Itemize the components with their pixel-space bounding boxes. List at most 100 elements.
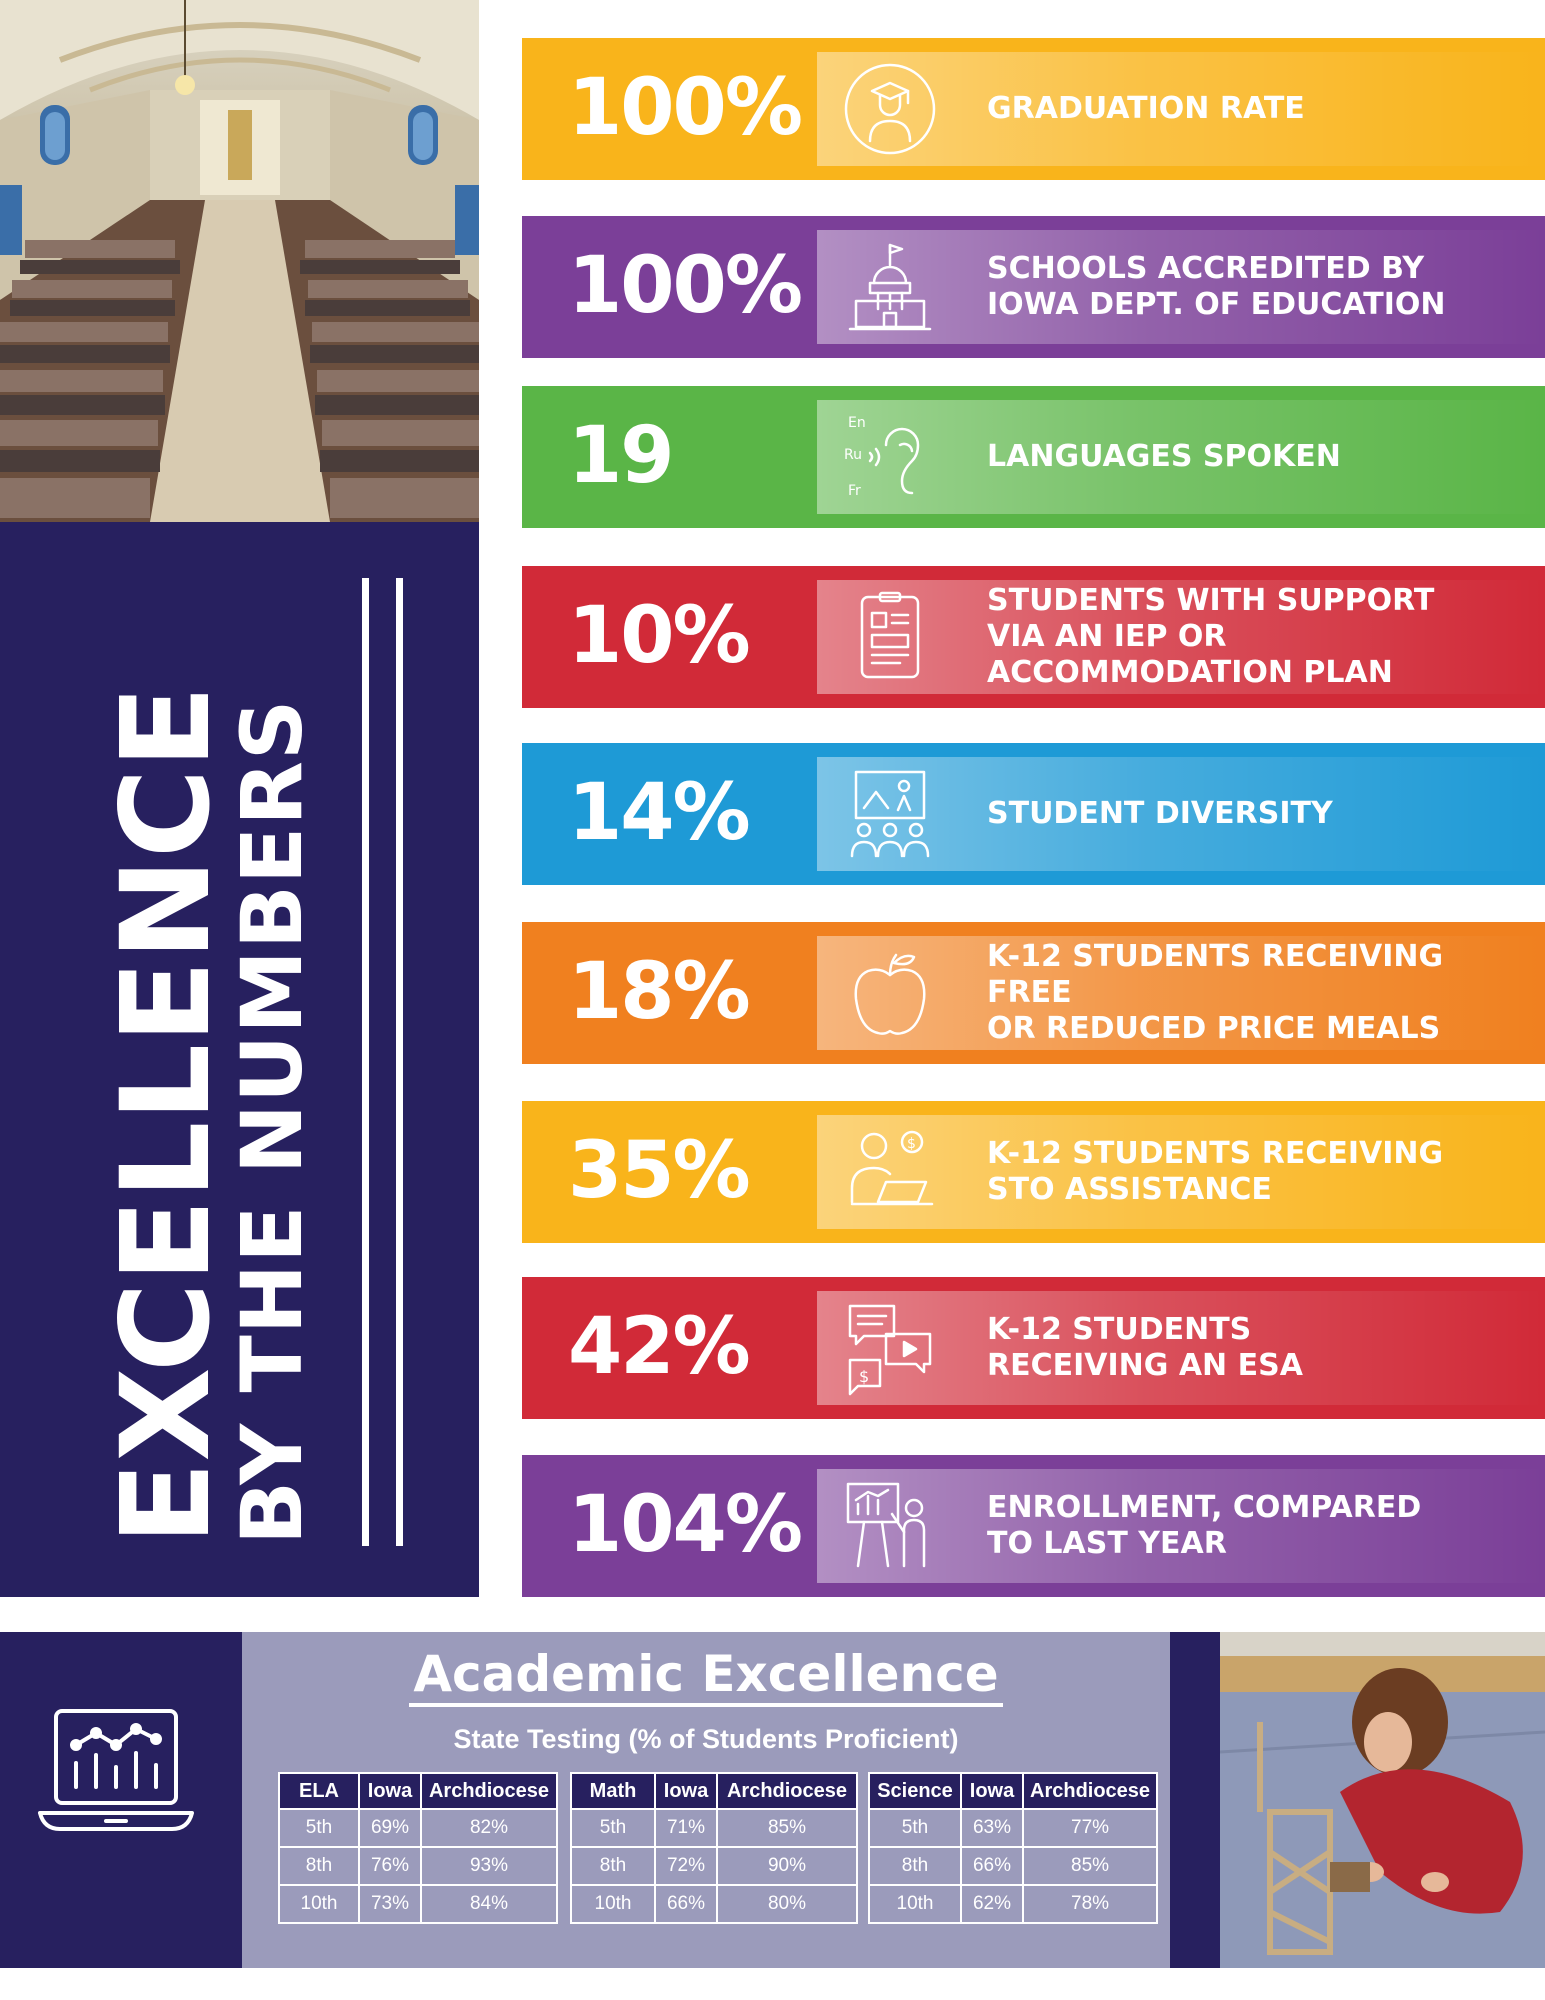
table-cell: 69% <box>358 1808 422 1848</box>
table-row: 5th 69% 82% <box>278 1808 558 1848</box>
student-building-project-photo <box>1220 1632 1545 1968</box>
table-cell: 78% <box>1021 1884 1159 1924</box>
table-cell: 90% <box>716 1846 858 1886</box>
stat-band-sto-assistance: 35% $ K-12 students receiving STO assist… <box>522 1101 1545 1243</box>
title-by-the-numbers: BY THE NUMBERS <box>223 698 321 1545</box>
table-cell: 10th <box>570 1884 656 1924</box>
ela-scores-table: ELA Iowa Archdiocese 5th 69% 82% 8th 76% 93%… <box>278 1772 558 1924</box>
stat-value: 19 <box>568 411 675 501</box>
stat-label: K-12 students receiving an ESA <box>987 1312 1303 1383</box>
stat-panel <box>817 400 1545 514</box>
table-header: Iowa <box>960 1772 1024 1810</box>
table-row: 5th 63% 77% <box>868 1808 1159 1848</box>
stat-value: 100% <box>568 63 803 153</box>
stat-band-accredited-schools: 100% Schools accredited by Iowa Dept. of… <box>522 216 1545 358</box>
stat-value: 35% <box>568 1126 751 1216</box>
table-cell: 72% <box>654 1846 718 1886</box>
table-cell: 80% <box>716 1884 858 1924</box>
clipboard-icon <box>842 589 938 685</box>
left-title-panel: EXCELLENCE BY THE NUMBERS <box>0 0 479 1597</box>
svg-text:En: En <box>848 415 866 431</box>
stat-band-languages: 19 En Ru Fr Languages Spoken <box>522 386 1545 528</box>
science-scores-table: Science Iowa Archdiocese 5th 63% 77% 8th 66… <box>868 1772 1159 1924</box>
church-interior-photo <box>0 0 479 522</box>
graduate-icon <box>842 61 938 157</box>
table-header: Math <box>570 1772 656 1810</box>
table-cell: 93% <box>420 1846 558 1886</box>
stat-value: 42% <box>568 1302 751 1392</box>
svg-text:Ru: Ru <box>844 447 862 463</box>
table-row: 10th 73% 84% <box>278 1884 558 1924</box>
table-cell: 10th <box>868 1884 962 1924</box>
stat-value: 10% <box>568 591 751 681</box>
stat-panel <box>817 1469 1545 1583</box>
stat-panel <box>817 936 1545 1050</box>
table-cell: 66% <box>960 1846 1024 1886</box>
table-cell: 5th <box>868 1808 962 1848</box>
table-row: 8th 66% 85% <box>868 1846 1159 1886</box>
stat-panel <box>817 757 1545 871</box>
stat-panel <box>817 52 1545 166</box>
stat-label: Student Diversity <box>987 796 1333 831</box>
title-rule-left <box>362 578 369 1546</box>
table-cell: 63% <box>960 1808 1024 1848</box>
table-header: ELA <box>278 1772 360 1810</box>
stat-panel <box>817 580 1545 694</box>
table-header: Archdiocese <box>420 1772 558 1810</box>
table-cell: 62% <box>960 1884 1024 1924</box>
table-cell: 85% <box>1021 1846 1159 1886</box>
table-cell: 77% <box>1021 1808 1159 1848</box>
vertical-title: EXCELLENCE BY THE NUMBERS <box>45 560 435 1550</box>
table-header: Iowa <box>654 1772 718 1810</box>
stat-label: Schools accredited by Iowa Dept. of Educ… <box>987 251 1446 322</box>
stat-panel <box>817 1291 1545 1405</box>
stat-value: 100% <box>568 241 803 331</box>
stat-band-enrollment: 104% Enrollment, compared to last year <box>522 1455 1545 1597</box>
stat-band-graduation-rate: 100% Graduation Rate <box>522 38 1545 180</box>
table-cell: 73% <box>358 1884 422 1924</box>
teacher-chart-icon <box>842 1478 938 1574</box>
capitol-building-icon <box>842 239 938 335</box>
stat-panel <box>817 230 1545 344</box>
table-cell: 8th <box>570 1846 656 1886</box>
stat-band-diversity: 14% Student Diversity <box>522 743 1545 885</box>
stat-label: Students with support via an IEP or acco… <box>987 583 1435 690</box>
table-header: Science <box>868 1772 962 1810</box>
laptop-chart-icon <box>36 1705 196 1835</box>
stat-value: 104% <box>568 1480 803 1570</box>
stat-label: K-12 students receiving STO assistance <box>987 1136 1444 1207</box>
table-row: 8th 76% 93% <box>278 1846 558 1886</box>
math-scores-table: Math Iowa Archdiocese 5th 71% 85% 8th 72% 90… <box>570 1772 858 1924</box>
bottom-navy-strip <box>1170 1632 1220 1968</box>
table-cell: 76% <box>358 1846 422 1886</box>
state-testing-subtitle: State Testing (% of Students Proficient) <box>453 1724 959 1754</box>
title-excellence: EXCELLENCE <box>95 685 237 1545</box>
academic-title-text: Academic Excellence <box>409 1645 1003 1707</box>
title-rule-right <box>396 578 403 1546</box>
stat-value: 18% <box>568 947 751 1037</box>
stat-label: K-12 students receiving free or reduced … <box>987 939 1444 1046</box>
table-cell: 85% <box>716 1808 858 1848</box>
ear-languages-icon: En Ru Fr <box>842 409 938 505</box>
table-cell: 8th <box>278 1846 360 1886</box>
table-row: 8th 72% 90% <box>570 1846 858 1886</box>
table-header: Archdiocese <box>716 1772 858 1810</box>
stat-band-iep-support: 10% Students with support via an IEP or … <box>522 566 1545 708</box>
table-header: Archdiocese <box>1021 1772 1159 1810</box>
table-cell: 5th <box>570 1808 656 1848</box>
table-cell: 82% <box>420 1808 558 1848</box>
stat-value: 14% <box>568 768 751 858</box>
svg-text:Fr: Fr <box>848 483 861 499</box>
table-cell: 5th <box>278 1808 360 1848</box>
table-row: 5th 71% 85% <box>570 1808 858 1848</box>
table-cell: 8th <box>868 1846 962 1886</box>
svg-text:$: $ <box>907 1136 916 1152</box>
stat-panel <box>817 1115 1545 1229</box>
stat-label: Enrollment, compared to last year <box>987 1490 1422 1561</box>
stat-band-free-meals: 18% K-12 students receiving free or redu… <box>522 922 1545 1064</box>
table-cell: 71% <box>654 1808 718 1848</box>
academic-icon-panel <box>0 1632 242 1968</box>
table-cell: 66% <box>654 1884 718 1924</box>
chat-video-dollar-icon: $ <box>842 1300 938 1396</box>
classroom-icon <box>842 766 938 862</box>
